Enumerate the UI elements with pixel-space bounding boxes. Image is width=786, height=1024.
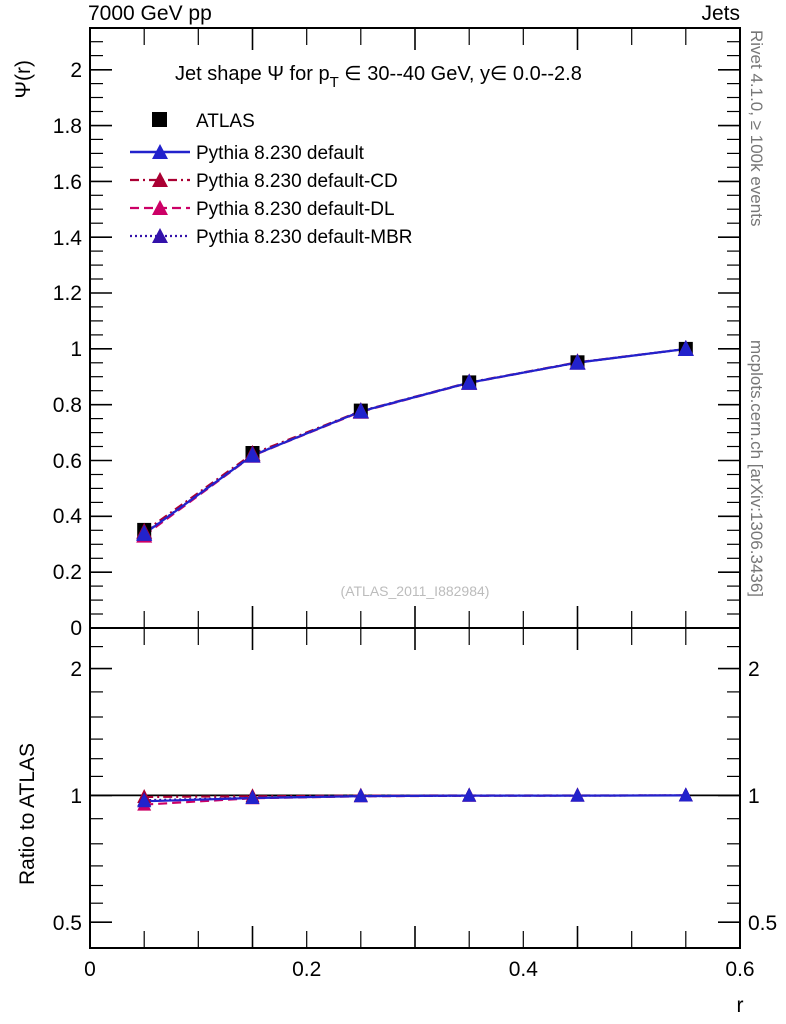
x-tick-labels: 0 0.2 0.4 0.6 xyxy=(84,958,754,981)
legend-entry-default-mbr[interactable]: Pythia 8.230 default-MBR xyxy=(130,227,413,248)
plot-title-subscript: T xyxy=(330,74,339,91)
ratio-y-tick-label: 2 xyxy=(70,658,82,681)
x-tick-label: 0.4 xyxy=(509,958,539,981)
ratio-y-tick-labels-left: 2 1 0.5 xyxy=(53,658,82,935)
series-markers-default xyxy=(136,340,694,541)
ratio-y-tick-label: 0.5 xyxy=(748,912,777,935)
legend-label: ATLAS xyxy=(196,111,255,132)
series-line-default-cd xyxy=(143,347,686,533)
main-y-tick-label: 2 xyxy=(70,59,82,82)
main-y-tick-label: 0.4 xyxy=(53,505,83,528)
main-x-axis-ticks xyxy=(143,28,687,628)
ratio-y-axis-ticks xyxy=(90,645,740,924)
ratio-y-tick-label: 1 xyxy=(70,785,82,808)
series-markers-default-dl xyxy=(136,340,694,543)
header-right-text: Jets xyxy=(701,2,740,25)
legend-entry-default-dl[interactable]: Pythia 8.230 default-DL xyxy=(130,199,395,220)
x-tick-label: 0.6 xyxy=(725,958,754,981)
x-axis-label: r xyxy=(737,994,744,1017)
ratio-markers-default xyxy=(137,787,693,808)
series-line-default xyxy=(143,347,686,535)
main-y-tick-label: 1 xyxy=(70,338,82,361)
main-panel-frame xyxy=(89,27,741,629)
legend-marker-triangle-icon xyxy=(152,228,168,243)
main-y-tick-labels: 0 0.2 0.4 0.6 0.8 1 1.2 1.4 1.6 1.8 2 xyxy=(53,59,83,640)
ratio-y-axis-label: Ratio to ATLAS xyxy=(16,743,39,885)
main-y-tick-label: 0.2 xyxy=(53,561,82,584)
main-y-tick-label: 0 xyxy=(70,617,82,640)
x-tick-label: 0.2 xyxy=(292,958,321,981)
legend-label: Pythia 8.230 default xyxy=(196,143,365,164)
legend-marker-triangle-icon xyxy=(152,144,168,159)
plot-title-pre: Jet shape Ψ for p xyxy=(175,63,330,85)
main-y-tick-label: 0.8 xyxy=(53,394,82,417)
legend-entry-default-cd[interactable]: Pythia 8.230 default-CD xyxy=(130,171,398,192)
header-left-text: 7000 GeV pp xyxy=(88,2,212,25)
legend-label: Pythia 8.230 default-CD xyxy=(196,171,398,192)
ratio-y-tick-label: 2 xyxy=(748,658,760,681)
main-y-tick-label: 1.6 xyxy=(53,171,82,194)
legend: ATLAS Pythia 8.230 default Pythia 8.230 … xyxy=(130,111,413,248)
plot-title-post: ∈ 30--40 GeV, y∈ 0.0--2.8 xyxy=(339,63,582,85)
analysis-watermark: (ATLAS_2011_I882984) xyxy=(341,583,490,599)
plot-title: Jet shape Ψ for pT ∈ 30--40 GeV, y∈ 0.0-… xyxy=(175,63,582,91)
legend-entry-atlas[interactable]: ATLAS xyxy=(152,111,255,132)
main-y-axis-label: Ψ(r) xyxy=(12,60,35,99)
series-line-default-mbr xyxy=(143,347,686,535)
legend-label: Pythia 8.230 default-MBR xyxy=(196,227,413,248)
series-markers-atlas xyxy=(137,341,693,537)
main-y-tick-label: 0.6 xyxy=(53,450,82,473)
series-line-default-dl xyxy=(143,347,686,537)
legend-marker-triangle-icon xyxy=(152,172,168,187)
series-markers-default-cd xyxy=(136,340,694,539)
ratio-line-default xyxy=(144,794,686,803)
legend-entry-default[interactable]: Pythia 8.230 default xyxy=(130,143,365,164)
main-y-tick-label: 1.4 xyxy=(53,227,83,250)
ratio-y-tick-labels-right: 2 1 0.5 xyxy=(748,658,777,935)
x-tick-label: 0 xyxy=(84,958,96,981)
legend-label: Pythia 8.230 default-DL xyxy=(196,199,395,220)
ratio-x-axis-ticks xyxy=(143,628,687,948)
main-y-tick-label: 1.8 xyxy=(53,115,82,138)
legend-marker-triangle-icon xyxy=(152,200,168,215)
main-y-axis-ticks xyxy=(90,41,740,629)
ratio-y-tick-label: 0.5 xyxy=(53,912,82,935)
main-y-tick-label: 1.2 xyxy=(53,282,82,305)
legend-marker-square-icon xyxy=(152,112,167,127)
series-markers-default-mbr xyxy=(136,340,694,541)
ratio-panel-frame xyxy=(89,627,741,949)
ratio-y-tick-label: 1 xyxy=(748,785,760,808)
svg-text:Jet shape Ψ for pT ∈ 30--40 Ge: Jet shape Ψ for pT ∈ 30--40 GeV, y∈ 0.0-… xyxy=(175,63,582,91)
